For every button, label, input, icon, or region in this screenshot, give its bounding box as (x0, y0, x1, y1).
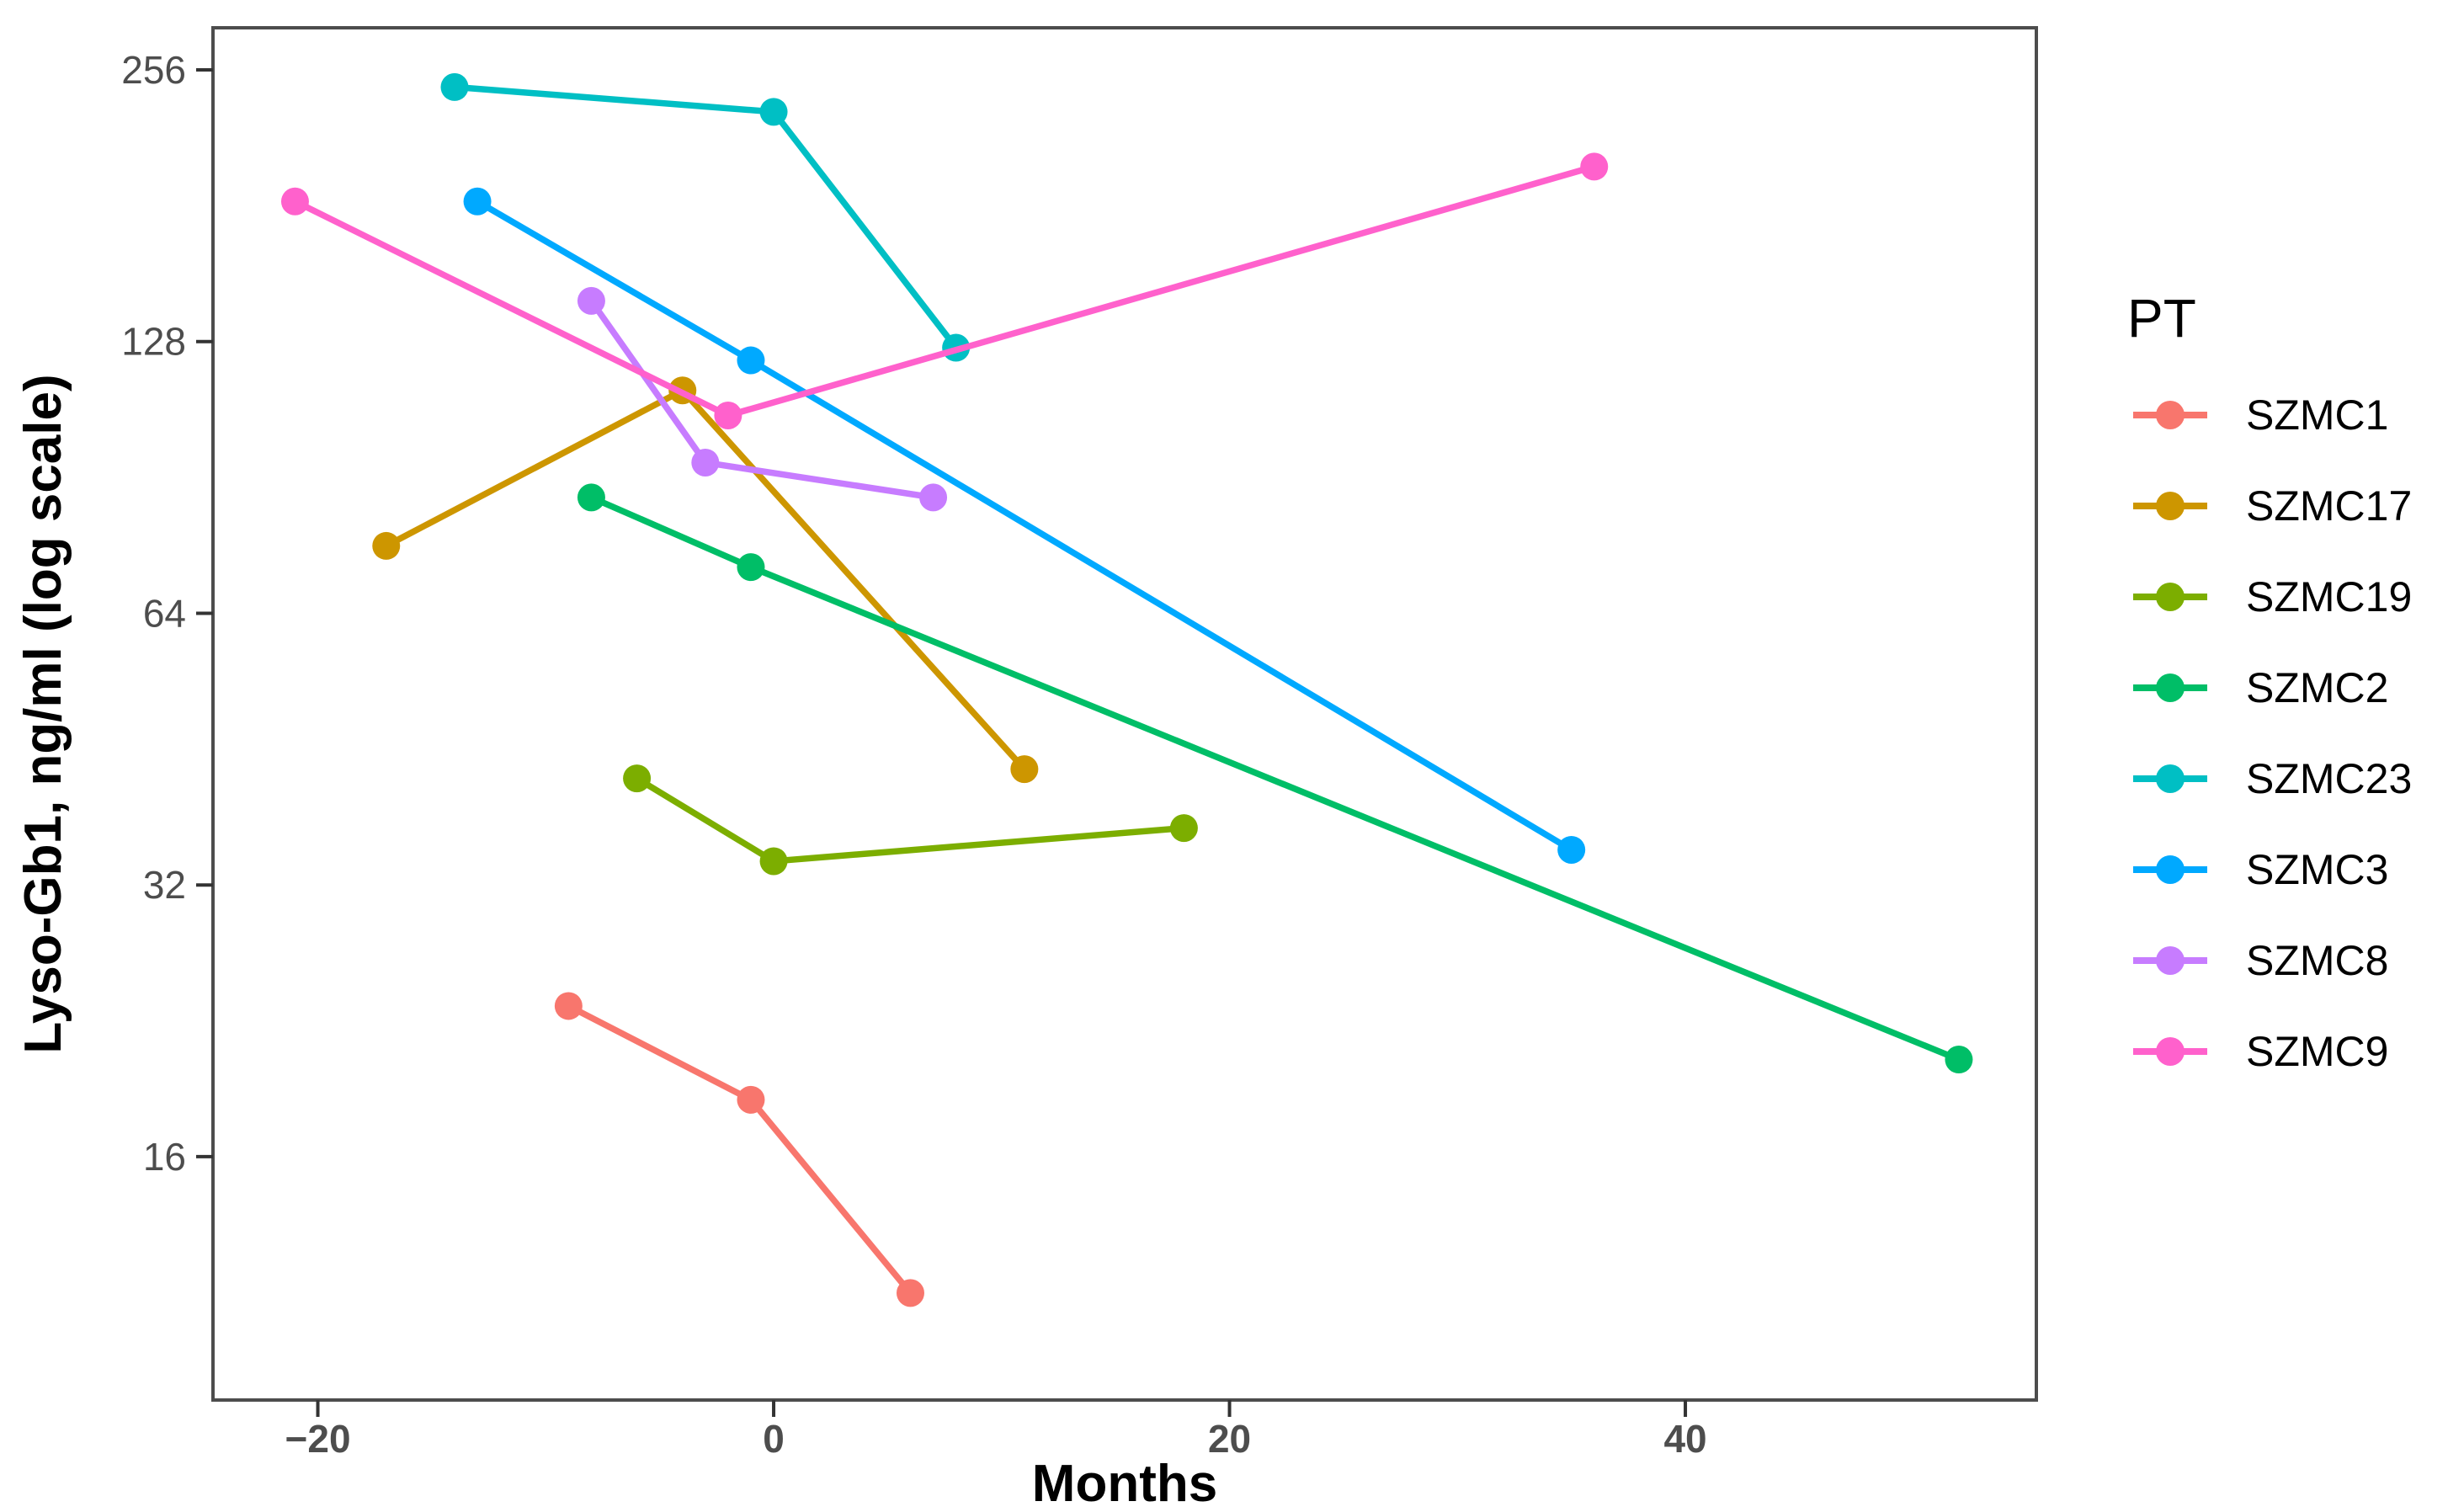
legend-key-dot (2156, 673, 2185, 702)
legend-label: SZMC1 (2246, 391, 2388, 439)
data-point-SZMC23 (759, 98, 788, 126)
data-point-SZMC1 (554, 992, 583, 1020)
data-point-SZMC2 (1945, 1046, 1973, 1074)
legend-key-dot (2156, 583, 2185, 611)
legend-item-SZMC9: SZMC9 (2133, 1028, 2388, 1075)
x-axis-title: Months (1032, 1455, 1217, 1512)
data-point-SZMC3 (737, 346, 765, 375)
legend-item-SZMC17: SZMC17 (2133, 482, 2412, 530)
legend-label: SZMC9 (2246, 1028, 2388, 1075)
legend-label: SZMC2 (2246, 664, 2388, 711)
series-SZMC1 (554, 992, 924, 1307)
data-point-SZMC1 (737, 1085, 765, 1114)
data-point-SZMC1 (896, 1279, 924, 1307)
legend-label: SZMC19 (2246, 573, 2412, 620)
y-tick-label: 128 (121, 320, 186, 364)
data-point-SZMC17 (1010, 755, 1039, 784)
panel-background (213, 28, 2036, 1400)
series-SZMC19 (623, 764, 1198, 876)
y-tick-label: 16 (143, 1135, 186, 1179)
data-point-SZMC2 (737, 553, 765, 582)
data-point-SZMC23 (440, 72, 469, 101)
legend-item-SZMC19: SZMC19 (2133, 573, 2412, 620)
legend-key-dot (2156, 946, 2185, 975)
data-point-SZMC3 (463, 187, 492, 216)
x-tick-label: 40 (1663, 1417, 1706, 1461)
series-layer (280, 72, 1973, 1307)
legend-label: SZMC3 (2246, 846, 2388, 893)
series-SZMC8 (577, 286, 948, 512)
axes-layer: −20 0 20 40 16 32 64 128 256 (121, 26, 2038, 1461)
legend: SZMC1 SZMC17 SZMC19 SZMC2 SZMC23 SZMC3 SZMC8 SZ… (2133, 391, 2412, 1075)
legend-key-dot (2156, 764, 2185, 793)
legend-item-SZMC2: SZMC2 (2133, 664, 2388, 711)
data-point-SZMC3 (1557, 835, 1586, 864)
data-point-SZMC2 (577, 483, 605, 512)
legend-title: PT (2127, 288, 2196, 349)
series-SZMC3 (463, 187, 1586, 864)
series-SZMC9 (280, 152, 1609, 430)
y-tick-label: 64 (143, 591, 186, 635)
legend-item-SZMC1: SZMC1 (2133, 391, 2388, 439)
data-point-SZMC9 (280, 187, 309, 216)
legend-item-SZMC23: SZMC23 (2133, 755, 2412, 802)
legend-item-SZMC3: SZMC3 (2133, 846, 2388, 893)
legend-key-dot (2156, 492, 2185, 520)
x-tick-label: −20 (285, 1417, 351, 1461)
legend-key-dot (2156, 1037, 2185, 1066)
data-point-SZMC9 (1580, 152, 1609, 181)
data-point-SZMC19 (623, 764, 652, 793)
legend-label: SZMC17 (2246, 482, 2412, 530)
legend-item-SZMC8: SZMC8 (2133, 937, 2388, 984)
y-tick-label: 32 (143, 863, 186, 907)
legend-label: SZMC23 (2246, 755, 2412, 802)
x-tick-label: 0 (763, 1417, 785, 1461)
data-point-SZMC8 (919, 483, 948, 512)
legend-label: SZMC8 (2246, 937, 2388, 984)
data-point-SZMC8 (691, 448, 720, 476)
data-point-SZMC8 (577, 286, 605, 315)
y-tick-label: 256 (121, 48, 186, 92)
x-tick-label: 20 (1208, 1417, 1251, 1461)
legend-key-dot (2156, 401, 2185, 429)
panel-border (211, 26, 2038, 1402)
data-point-SZMC17 (372, 531, 401, 560)
data-point-SZMC19 (1169, 814, 1198, 843)
series-SZMC2 (577, 483, 1973, 1074)
legend-key-dot (2156, 855, 2185, 884)
data-point-SZMC19 (759, 847, 788, 876)
data-point-SZMC9 (714, 402, 742, 430)
plot-panel (213, 28, 2036, 1400)
y-axis-title: Lyso-Gb1, ng/ml (log scale) (14, 374, 72, 1053)
